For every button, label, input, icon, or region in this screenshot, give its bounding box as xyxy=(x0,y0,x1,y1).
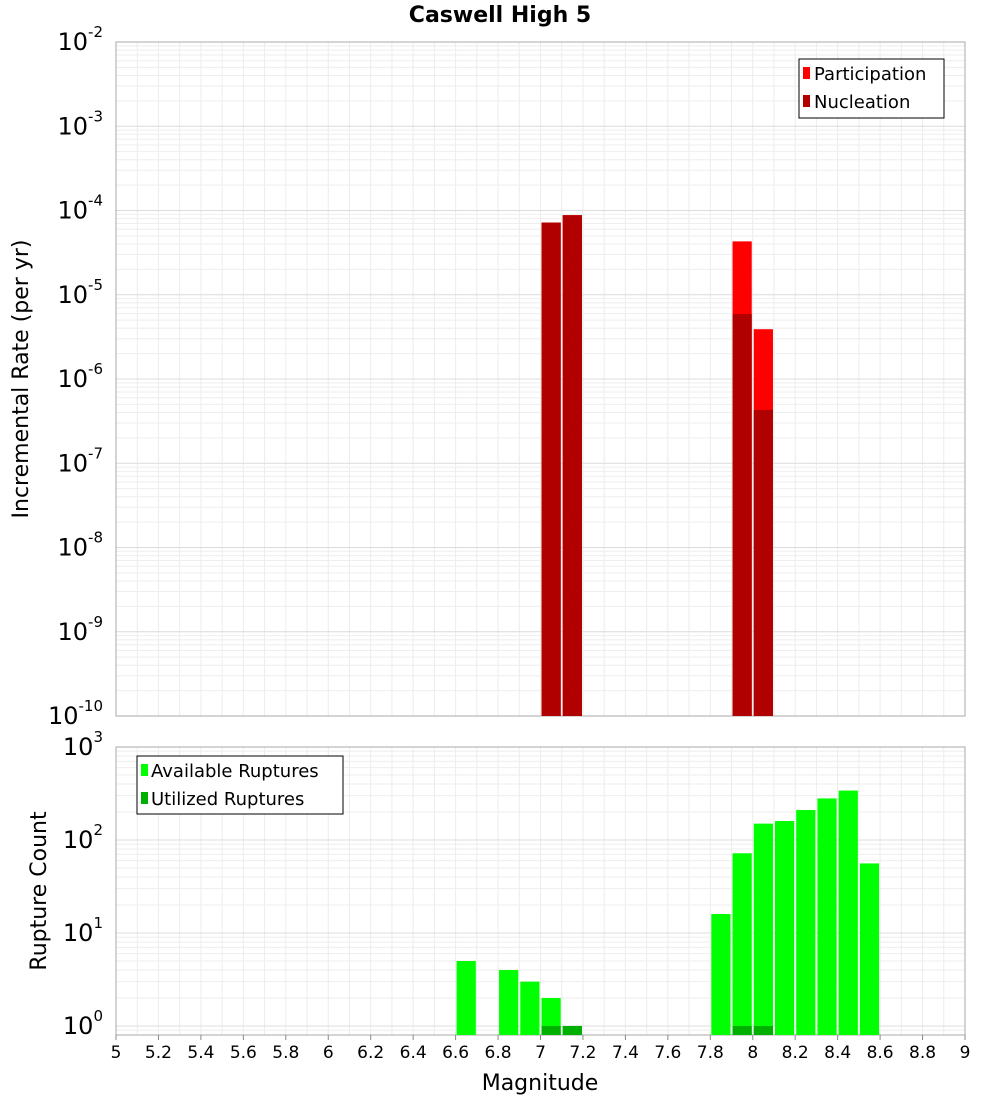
bottom-bar-available-ruptures xyxy=(838,790,858,1035)
bottom-bar-available-ruptures xyxy=(753,823,773,1035)
bottom-y-tick-label: 101 xyxy=(63,914,103,947)
bottom-y-axis-label: Rupture Count xyxy=(27,811,52,971)
top-bar-nucleation xyxy=(732,314,752,716)
bottom-y-tick-label: 103 xyxy=(63,728,103,761)
top-bar-nucleation xyxy=(753,409,773,716)
x-ticks: 5 5.2 5.4 5.6 5.8 6 6.2 6.4 6.6 6.8 7 7.2 7.4 7.6 7.8 8… xyxy=(111,1035,971,1063)
x-tick-label: 7.2 xyxy=(569,1043,596,1063)
x-tick-label: 8.6 xyxy=(867,1043,894,1063)
legend-participation-label: Participation xyxy=(814,64,926,85)
legend-available-label: Available Ruptures xyxy=(151,761,319,782)
x-tick-label: 8 xyxy=(747,1043,758,1063)
x-tick-label: 6.8 xyxy=(485,1043,512,1063)
top-y-tick-label: 10-5 xyxy=(57,276,103,309)
bottom-bar-utilized-ruptures xyxy=(732,1025,752,1035)
bottom-bar-available-ruptures xyxy=(711,914,731,1035)
top-y-tick-label: 10-7 xyxy=(57,444,103,477)
bottom-bar-available-ruptures xyxy=(520,981,540,1035)
top-y-tick-label: 10-6 xyxy=(57,360,103,393)
bottom-bar-available-ruptures xyxy=(456,960,476,1035)
top-y-tick-label: 10-4 xyxy=(57,192,103,225)
bottom-bar-utilized-ruptures xyxy=(562,1025,582,1035)
x-tick-label: 8.2 xyxy=(782,1043,809,1063)
top-y-tick-label: 10-2 xyxy=(57,23,103,56)
top-y-tick-label: 10-8 xyxy=(57,529,103,562)
legend-available-swatch xyxy=(141,764,148,776)
top-plot-area xyxy=(115,41,966,717)
top-bars xyxy=(541,215,773,717)
x-tick-label: 8.4 xyxy=(824,1043,851,1063)
legend-utilized-label: Utilized Ruptures xyxy=(151,789,304,810)
x-tick-label: 7.6 xyxy=(654,1043,681,1063)
x-axis-label: Magnitude xyxy=(482,1071,599,1096)
legend-participation-swatch xyxy=(803,67,810,79)
top-legend: Participation Nucleation xyxy=(798,58,945,119)
chart-title: Caswell High 5 xyxy=(409,3,591,28)
top-bar-nucleation xyxy=(562,215,582,716)
bottom-y-tick-label: 102 xyxy=(63,821,103,854)
x-tick-label: 6.4 xyxy=(400,1043,427,1063)
x-tick-label: 8.8 xyxy=(909,1043,936,1063)
top-y-tick-label: 10-10 xyxy=(48,697,103,730)
bottom-bars xyxy=(456,790,880,1035)
x-tick-label: 6.6 xyxy=(442,1043,469,1063)
bottom-legend: Available Ruptures Utilized Ruptures xyxy=(136,755,344,815)
x-tick-label: 6.2 xyxy=(357,1043,384,1063)
x-tick-label: 6 xyxy=(323,1043,334,1063)
x-tick-label: 7.8 xyxy=(697,1043,724,1063)
top-y-tick-label: 10-9 xyxy=(57,613,103,646)
x-tick-label: 5.4 xyxy=(187,1043,214,1063)
bottom-bar-available-ruptures xyxy=(732,853,752,1035)
bottom-bar-utilized-ruptures xyxy=(541,1025,561,1035)
x-tick-label: 5.2 xyxy=(145,1043,172,1063)
bottom-bar-available-ruptures xyxy=(541,997,561,1035)
bottom-bar-available-ruptures xyxy=(796,810,816,1035)
legend-nucleation-swatch xyxy=(803,95,810,107)
x-tick-label: 7 xyxy=(535,1043,546,1063)
legend-utilized-swatch xyxy=(141,792,148,804)
x-tick-label: 9 xyxy=(960,1043,971,1063)
top-legend-box xyxy=(798,58,945,119)
top-y-ticks: 10-10 10-9 10-8 10-7 10-6 10-5 10-4 10-3 10-2 xyxy=(48,23,103,730)
x-tick-label: 7.4 xyxy=(612,1043,639,1063)
bottom-legend-box xyxy=(136,755,344,815)
top-gridlines xyxy=(115,42,966,717)
x-tick-label: 5 xyxy=(111,1043,122,1063)
bottom-bar-available-ruptures xyxy=(499,969,519,1035)
bottom-bar-available-ruptures xyxy=(817,798,837,1035)
bottom-y-ticks: 100 101 102 103 xyxy=(63,728,103,1040)
bottom-bar-utilized-ruptures xyxy=(753,1025,773,1035)
top-y-tick-label: 10-3 xyxy=(57,107,103,140)
bottom-bar-available-ruptures xyxy=(774,821,795,1035)
top-y-axis-label: Incremental Rate (per yr) xyxy=(9,240,34,519)
top-bar-nucleation xyxy=(541,222,561,717)
x-tick-label: 5.8 xyxy=(272,1043,299,1063)
x-tick-label: 5.6 xyxy=(230,1043,257,1063)
bottom-y-tick-label: 100 xyxy=(63,1007,103,1040)
legend-nucleation-label: Nucleation xyxy=(814,92,910,113)
bottom-bar-available-ruptures xyxy=(859,863,880,1035)
